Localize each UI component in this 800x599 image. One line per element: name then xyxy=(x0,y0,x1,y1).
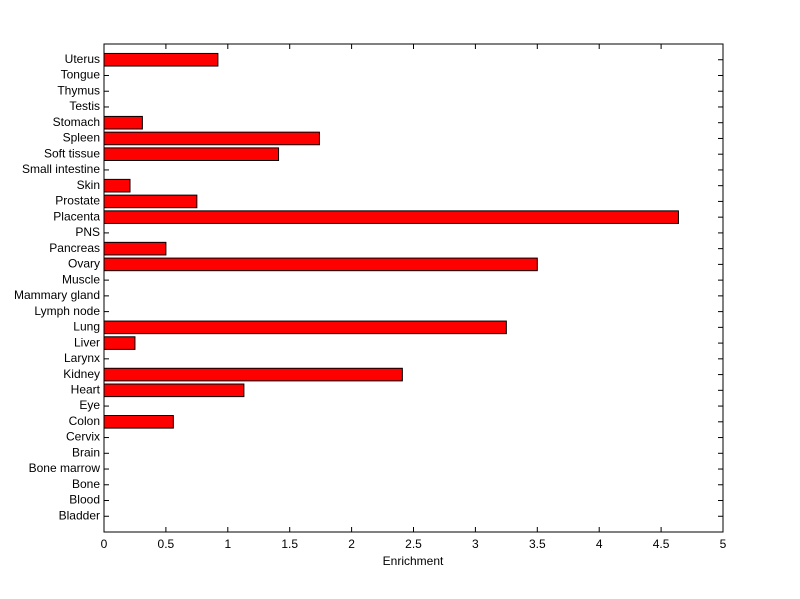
y-tick-label: Liver xyxy=(74,335,100,349)
y-tick-label: Mammary gland xyxy=(14,288,100,302)
y-tick-label: PNS xyxy=(75,225,100,239)
bar xyxy=(103,257,538,272)
x-tick-label: 2 xyxy=(348,537,355,551)
bar xyxy=(103,115,143,130)
x-axis-label: Enrichment xyxy=(383,554,444,568)
y-tick-label: Lymph node xyxy=(34,304,100,318)
plot-frame xyxy=(103,43,724,533)
y-tick-label: Kidney xyxy=(63,367,100,381)
bar xyxy=(103,415,174,429)
y-tick-label: Testis xyxy=(69,99,100,113)
bar xyxy=(103,210,679,224)
y-tick-label: Bone marrow xyxy=(29,461,101,475)
bar xyxy=(103,131,320,146)
y-tick-label: Thymus xyxy=(57,83,100,97)
x-tick-label: 1 xyxy=(224,537,231,551)
y-tick-label: Cervix xyxy=(66,430,100,444)
y-tick-label: Muscle xyxy=(62,272,100,286)
bar xyxy=(103,241,167,256)
y-tick-label: Heart xyxy=(71,382,101,396)
y-tick-label: Uterus xyxy=(65,52,100,66)
x-tick-label: 2.5 xyxy=(405,537,422,551)
y-tick-label: Spleen xyxy=(63,131,100,145)
bar xyxy=(103,336,136,350)
bar xyxy=(103,52,219,67)
y-tick-label: Placenta xyxy=(53,209,100,223)
y-tick-label: Soft tissue xyxy=(44,146,100,160)
y-tick-label: Tongue xyxy=(61,68,101,82)
y-tick-label: Lung xyxy=(73,320,100,334)
y-tick-label: Stomach xyxy=(53,115,100,129)
y-tick-label: Eye xyxy=(79,398,100,412)
y-tick-label: Pancreas xyxy=(49,241,100,255)
y-tick-label: Bone xyxy=(72,477,100,491)
x-tick-label: 1.5 xyxy=(281,537,298,551)
y-tick-label: Ovary xyxy=(68,257,100,271)
x-tick-label: 4 xyxy=(596,537,603,551)
y-tick-label: Blood xyxy=(69,493,100,507)
bar xyxy=(103,178,131,193)
x-tick-label: 3.5 xyxy=(529,537,546,551)
y-tick-label: Bladder xyxy=(59,508,100,522)
x-tick-label: 0 xyxy=(101,537,108,551)
x-tick-label: 0.5 xyxy=(158,537,175,551)
y-tick-label: Colon xyxy=(69,414,100,428)
bar xyxy=(103,320,507,335)
bar xyxy=(103,367,403,382)
y-tick-label: Brain xyxy=(72,445,100,459)
y-tick-label: Prostate xyxy=(55,194,100,208)
x-tick-label: 4.5 xyxy=(653,537,670,551)
bar xyxy=(103,383,245,398)
y-tick-label: Larynx xyxy=(64,351,100,365)
y-tick-label: Small intestine xyxy=(22,162,100,176)
bar xyxy=(103,147,280,161)
bar xyxy=(103,194,198,209)
x-tick-label: 5 xyxy=(720,537,727,551)
x-tick-label: 3 xyxy=(472,537,479,551)
y-tick-label: Skin xyxy=(77,178,100,192)
